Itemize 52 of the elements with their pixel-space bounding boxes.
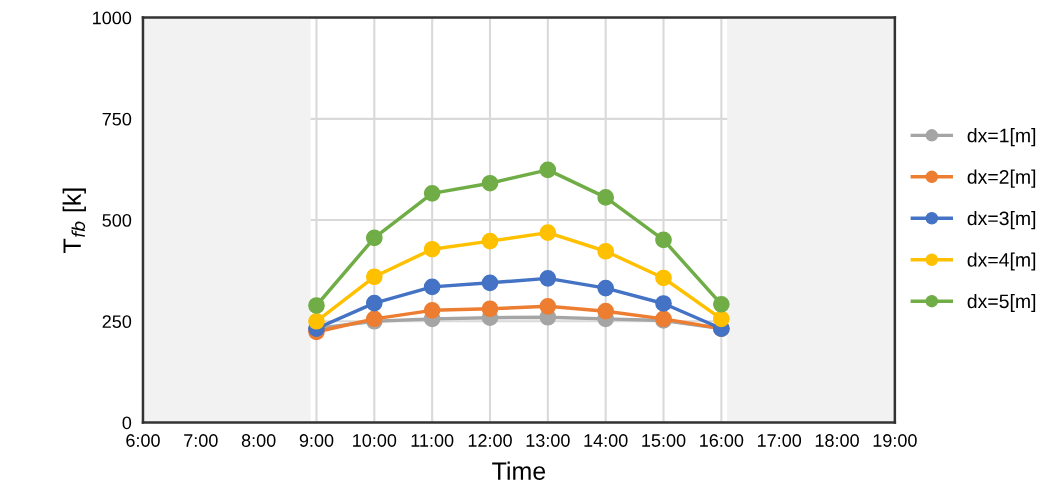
- point: [655, 295, 672, 312]
- y-tick-label: 0: [122, 416, 132, 430]
- x-tick-label: 19:00: [873, 434, 917, 447]
- x-tick-label: 13:00: [526, 434, 570, 447]
- point: [597, 279, 615, 297]
- legend-label: dx=1[m]: [967, 128, 1036, 147]
- point: [539, 161, 557, 179]
- x-tick-label: 14:00: [584, 434, 628, 447]
- x-tick-label: 18:00: [815, 434, 859, 447]
- x-tick-label: 17:00: [757, 434, 802, 447]
- legend-label: dx=2[m]: [967, 169, 1036, 188]
- point: [423, 240, 441, 258]
- legend-label: dx=5[m]: [967, 293, 1036, 313]
- point: [423, 278, 441, 296]
- point: [713, 295, 730, 313]
- x-tick-label: 7:00: [184, 434, 218, 447]
- point: [655, 269, 672, 287]
- y-tick-label: 1000: [93, 11, 132, 25]
- legend-label: dx=3[m]: [967, 211, 1036, 230]
- point: [423, 302, 441, 319]
- x-tick-label: 8:00: [241, 434, 276, 447]
- y-tick-label: 500: [102, 214, 132, 227]
- point: [597, 302, 615, 320]
- point: [423, 185, 441, 202]
- point: [365, 268, 383, 286]
- point: [308, 312, 325, 330]
- x-tick-label: 10:00: [353, 434, 397, 447]
- point: [481, 174, 499, 192]
- x-tick-label: 9:00: [299, 434, 334, 447]
- y-tick-label: 250: [102, 315, 132, 329]
- x-tick-label: 12:00: [468, 434, 512, 447]
- x-axis-title: Time: [492, 461, 546, 480]
- point: [365, 294, 383, 312]
- x-tick-label: 11:00: [411, 434, 454, 447]
- y-axis-title: T$_{fb}$ [k]: [62, 188, 86, 253]
- point: [655, 231, 672, 249]
- point: [481, 300, 499, 318]
- point: [539, 297, 557, 315]
- point: [308, 297, 325, 314]
- point: [597, 242, 615, 260]
- point: [481, 232, 499, 250]
- x-tick-label: 15:00: [642, 434, 686, 447]
- point: [539, 224, 557, 241]
- legend-label: dx=4[m]: [967, 252, 1036, 271]
- point: [597, 189, 615, 206]
- point: [713, 310, 730, 328]
- point: [365, 229, 383, 247]
- x-tick-label: 16:00: [700, 434, 744, 447]
- x-tick-label: 6:00: [126, 434, 160, 447]
- point: [539, 270, 557, 287]
- y-tick-label: 750: [102, 112, 132, 126]
- point: [481, 274, 499, 292]
